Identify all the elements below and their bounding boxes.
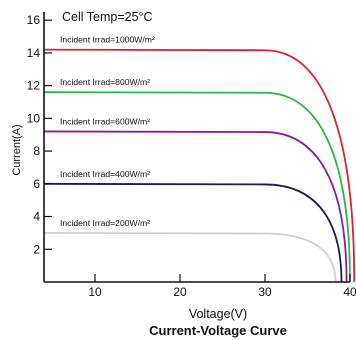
series-label-3: Incident Irrad=600W/m² <box>60 116 150 126</box>
series-line-2 <box>43 91 351 283</box>
x-tick-label: 40 <box>343 285 356 299</box>
x-axis-label: Voltage(V) <box>189 307 247 321</box>
axes <box>43 12 350 283</box>
chart-subtitle: Cell Temp=25°C <box>62 10 153 24</box>
y-axis-label: Current(A) <box>11 124 23 175</box>
y-tick-label: 4 <box>33 210 40 224</box>
y-tick-label: 10 <box>27 111 41 125</box>
y-tick-label: 16 <box>27 13 41 27</box>
series-label-5: Incident Irrad=200W/m² <box>60 218 150 228</box>
y-tick-label: 14 <box>27 46 41 60</box>
series-label-1: Incident Irrad=1000W/m² <box>60 35 155 45</box>
series-labels: Incident Irrad=1000W/m² Incident Irrad=80… <box>60 35 155 228</box>
chart-title: Current-Voltage Curve <box>149 323 287 338</box>
series-line-1 <box>43 48 356 283</box>
x-tick-label: 20 <box>173 285 187 299</box>
series-line-5 <box>43 232 337 283</box>
series-label-4: Incident Irrad=400W/m² <box>60 169 150 179</box>
x-tick-label: 30 <box>258 285 272 299</box>
y-tick-label: 6 <box>33 177 40 191</box>
series-line-3 <box>43 130 348 283</box>
y-tick-label: 12 <box>27 79 41 93</box>
y-tick-label: 2 <box>33 242 40 256</box>
x-tick-label: 10 <box>88 285 102 299</box>
series-label-2: Incident Irrad=800W/m² <box>60 77 150 87</box>
series-curves <box>43 48 356 283</box>
y-ticks: 2 4 6 8 10 12 14 16 <box>27 13 52 256</box>
x-ticks: 10 20 30 40 <box>88 274 356 299</box>
series-line-4 <box>43 182 343 283</box>
y-tick-label: 8 <box>33 144 40 158</box>
